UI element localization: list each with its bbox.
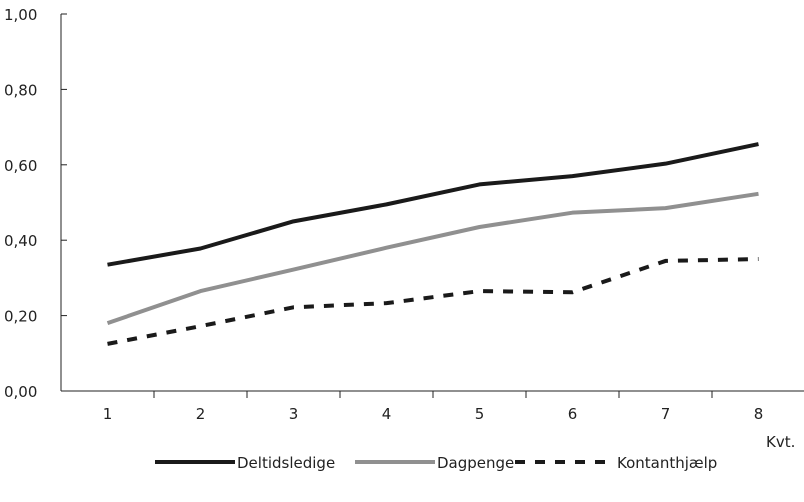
legend-label-0: Deltidsledige [237,454,335,472]
x-tick-label-4: 5 [475,405,485,423]
legend-label-2: Kontanthjælp [617,454,717,472]
x-tick-label-0: 1 [103,405,113,423]
legend: Deltidsledige Dagpenge Kontanthjælp [155,454,717,472]
y-tick-label-1: 0,20 [4,308,37,326]
y-axis: 0,00 0,20 0,40 0,60 0,80 1,00 [4,6,67,401]
x-tick-label-1: 2 [196,405,206,423]
y-tick-label-0: 0,00 [4,383,37,401]
x-tick-label-6: 7 [661,405,671,423]
y-tick-label-3: 0,60 [4,157,37,175]
legend-label-1: Dagpenge [437,454,514,472]
series-lines [106,142,759,346]
x-tick-label-3: 4 [382,405,392,423]
y-tick-label-5: 1,00 [4,6,37,24]
x-tick-label-2: 3 [289,405,299,423]
series-line-0 [107,142,759,267]
x-axis: Kvt. 1 2 3 4 5 6 7 8 [61,390,804,451]
series-line-1 [106,191,759,326]
y-tick-label-4: 0,80 [4,81,37,99]
y-tick-label-2: 0,40 [4,232,37,250]
x-axis-label: Kvt. [766,433,795,451]
x-tick-label-7: 8 [754,405,764,423]
x-tick-label-5: 6 [568,405,578,423]
series-line-2 [107,257,759,346]
